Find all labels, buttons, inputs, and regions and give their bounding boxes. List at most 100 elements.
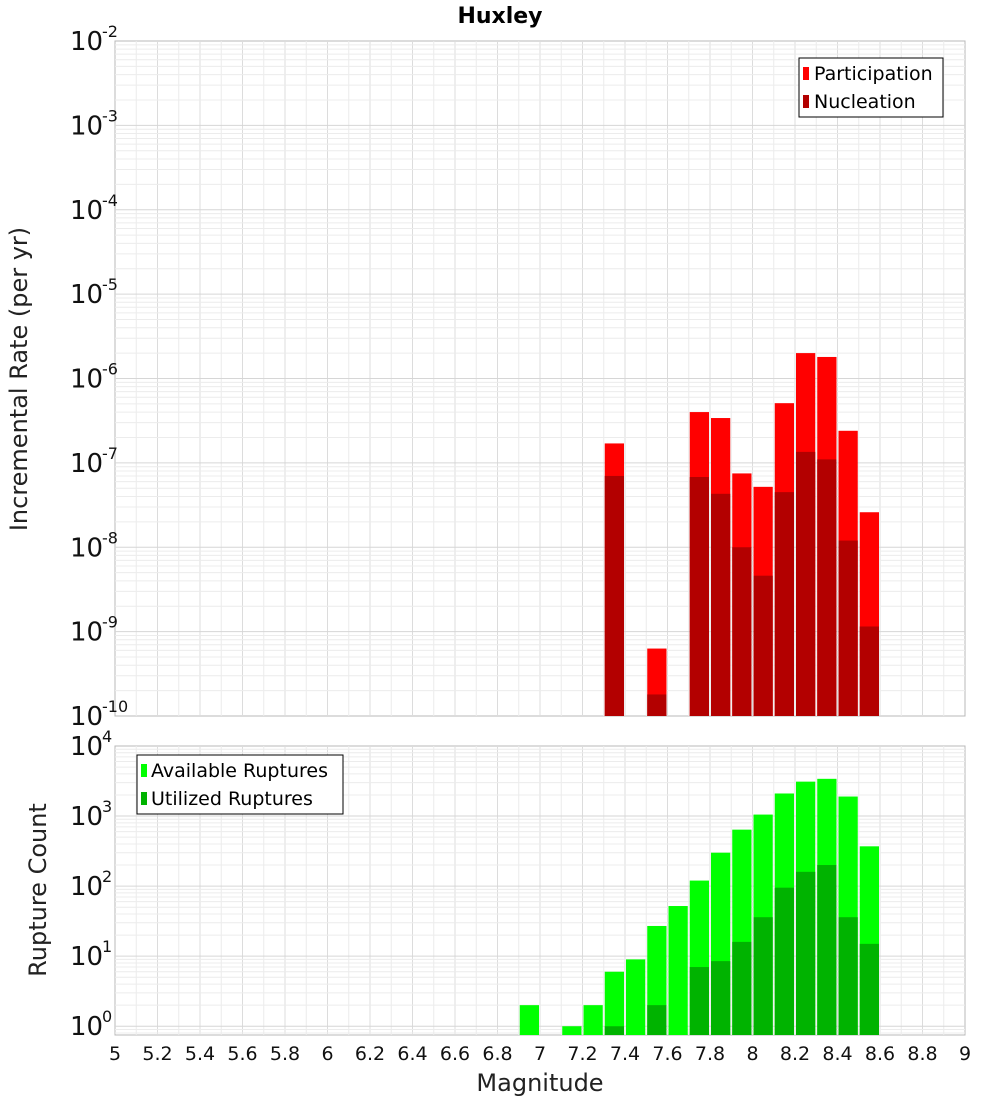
- top-grid: [115, 41, 965, 716]
- rate-y-tick-base: 10: [70, 702, 103, 732]
- bottom-grid: [115, 746, 965, 1035]
- legend-label-nucleation: Nucleation: [814, 91, 916, 113]
- count-y-tick-1: 101: [70, 937, 112, 972]
- bar-utilized-ruptures-2: [689, 967, 709, 1035]
- x-tick-label-20: 9: [959, 1043, 971, 1065]
- count-y-tick-exponent: 3: [102, 797, 112, 816]
- x-tick-label-12: 7.4: [610, 1043, 640, 1065]
- bar-utilized-ruptures-0: [604, 1026, 624, 1035]
- count-y-tick-4: 104: [70, 727, 112, 762]
- x-ticks: 5 5.2 5.4 5.6 5.8 6 6.2 6.4 6.6 6.8 7 7.2 7.4 7.6 7.8 8…: [109, 1043, 971, 1065]
- x-tick-label-3: 5.6: [227, 1043, 257, 1065]
- legend-label-utilized-ruptures: Utilized Ruptures: [151, 788, 313, 810]
- bar-utilized-ruptures-9: [838, 917, 858, 1035]
- rate-y-tick-4: 10-6: [70, 360, 118, 395]
- count-y-tick-base: 10: [70, 732, 103, 762]
- bar-nucleation-1: [647, 694, 667, 716]
- rate-y-tick-exponent: -3: [102, 106, 118, 125]
- x-tick-label-0: 5: [109, 1043, 121, 1065]
- rate-y-tick-7: 10-3: [70, 106, 118, 141]
- bar-available-ruptures-6: [668, 906, 688, 1035]
- x-tick-label-7: 6.4: [397, 1043, 427, 1065]
- bar-nucleation-7: [796, 451, 816, 716]
- bar-nucleation-5: [753, 575, 773, 716]
- rate-y-tick-base: 10: [70, 280, 103, 310]
- bar-utilized-ruptures-10: [859, 943, 879, 1035]
- rate-y-tick-exponent: -6: [102, 360, 118, 379]
- rate-y-tick-exponent: -2: [102, 22, 118, 41]
- x-tick-label-1: 5.2: [142, 1043, 172, 1065]
- x-tick-label-16: 8.2: [780, 1043, 810, 1065]
- bar-available-ruptures-1: [562, 1026, 582, 1035]
- bar-utilized-ruptures-5: [753, 917, 773, 1035]
- bar-utilized-ruptures-7: [796, 871, 816, 1035]
- x-tick-label-14: 7.8: [695, 1043, 725, 1065]
- bar-utilized-ruptures-8: [817, 865, 837, 1035]
- rate-y-tick-5: 10-5: [70, 275, 118, 310]
- count-y-tick-base: 10: [70, 942, 103, 972]
- bottom-bars: [519, 778, 879, 1035]
- rate-y-tick-1: 10-9: [70, 613, 118, 648]
- x-tick-label-13: 7.6: [652, 1043, 682, 1065]
- top-bars: [604, 353, 879, 716]
- top-legend-box: [798, 57, 944, 118]
- bar-available-ruptures-2: [583, 1005, 603, 1035]
- x-tick-label-8: 6.6: [440, 1043, 470, 1065]
- bottom-legend-box: [136, 754, 344, 815]
- count-y-tick-exponent: 4: [102, 727, 112, 746]
- bar-utilized-ruptures-6: [774, 887, 794, 1035]
- bar-utilized-ruptures-4: [732, 941, 752, 1035]
- legend-label-participation: Participation: [814, 63, 933, 85]
- legend-swatch-available-ruptures: [141, 764, 147, 777]
- count-y-tick-base: 10: [70, 802, 103, 832]
- bar-nucleation-3: [711, 493, 731, 716]
- x-axis-label: Magnitude: [476, 1069, 603, 1097]
- count-y-tick-3: 103: [70, 797, 112, 832]
- rate-y-tick-0: 10-10: [70, 697, 128, 732]
- rate-y-tick-exponent: -5: [102, 275, 118, 294]
- x-tick-label-4: 5.8: [270, 1043, 300, 1065]
- x-tick-label-17: 8.4: [822, 1043, 852, 1065]
- bar-nucleation-8: [817, 459, 837, 716]
- bar-nucleation-0: [604, 475, 624, 716]
- x-tick-label-15: 8: [746, 1043, 758, 1065]
- chart-title: Huxley: [457, 4, 542, 29]
- bar-nucleation-2: [689, 477, 709, 716]
- bottom-legend: Available Ruptures Utilized Ruptures: [136, 754, 344, 815]
- bar-utilized-ruptures-3: [711, 961, 731, 1035]
- rate-y-tick-base: 10: [70, 365, 103, 395]
- x-tick-label-18: 8.6: [865, 1043, 895, 1065]
- count-y-tick-base: 10: [70, 1012, 103, 1042]
- rate-y-tick-exponent: -10: [102, 697, 128, 716]
- bar-nucleation-6: [774, 492, 794, 716]
- count-y-tick-exponent: 1: [102, 937, 112, 956]
- legend-swatch-nucleation: [803, 95, 809, 108]
- x-tick-label-19: 8.8: [907, 1043, 937, 1065]
- rate-y-tick-base: 10: [70, 449, 103, 479]
- rate-y-tick-base: 10: [70, 27, 103, 57]
- x-tick-label-11: 7.2: [567, 1043, 597, 1065]
- bar-available-ruptures-4: [626, 959, 646, 1035]
- rate-y-tick-2: 10-8: [70, 528, 118, 563]
- bar-nucleation-10: [859, 626, 879, 716]
- rate-y-tick-base: 10: [70, 111, 103, 141]
- rate-y-tick-exponent: -8: [102, 528, 118, 547]
- x-tick-label-9: 6.8: [482, 1043, 512, 1065]
- rate-y-tick-exponent: -9: [102, 613, 118, 632]
- bar-nucleation-9: [838, 540, 858, 716]
- legend-label-available-ruptures: Available Ruptures: [151, 760, 328, 782]
- legend-swatch-utilized-ruptures: [141, 792, 147, 805]
- rate-y-tick-8: 10-2: [70, 22, 118, 57]
- rate-y-tick-base: 10: [70, 196, 103, 226]
- x-tick-label-10: 7: [534, 1043, 546, 1065]
- rate-y-tick-6: 10-4: [70, 191, 118, 226]
- x-tick-label-5: 6: [321, 1043, 333, 1065]
- bottom-y-axis-label: Rupture Count: [24, 803, 52, 977]
- count-y-tick-exponent: 0: [102, 1007, 112, 1026]
- bar-available-ruptures-3: [604, 971, 624, 1035]
